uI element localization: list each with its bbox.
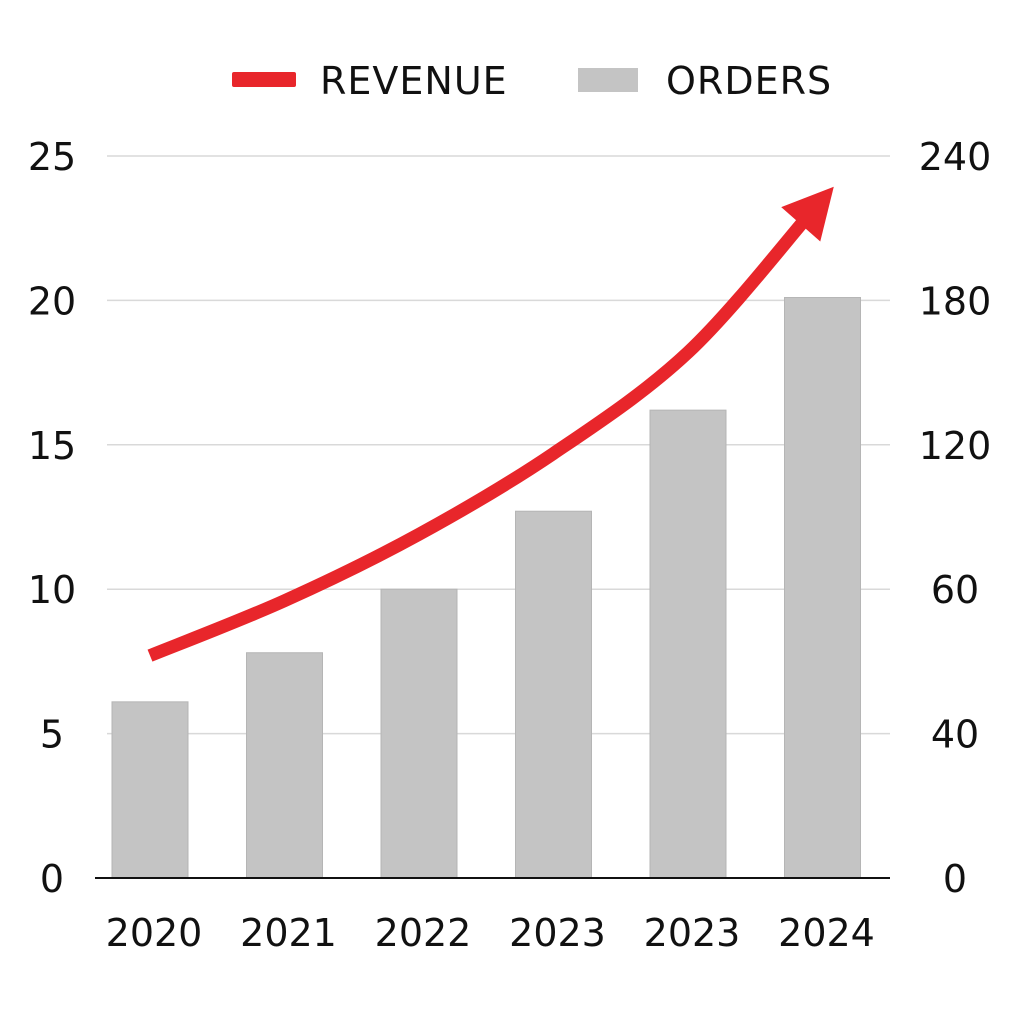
right-axis-tick-label: 60 bbox=[931, 568, 979, 612]
x-axis-tick-label: 2024 bbox=[778, 911, 875, 955]
x-axis-tick-label: 2021 bbox=[240, 911, 337, 955]
left-axis-tick-labels: 0 5 10 15 20 25 bbox=[28, 135, 76, 901]
left-axis-tick-label: 25 bbox=[28, 135, 76, 179]
right-axis-tick-label: 0 bbox=[943, 857, 967, 901]
right-axis-tick-label: 180 bbox=[919, 279, 992, 323]
legend-label-orders: ORDERS bbox=[666, 59, 832, 103]
left-axis-tick-label: 20 bbox=[28, 279, 76, 323]
legend-swatch-revenue bbox=[232, 72, 296, 87]
left-axis-tick-label: 0 bbox=[40, 857, 64, 901]
revenue-arrowhead bbox=[781, 186, 834, 242]
revenue-line-path bbox=[147, 209, 815, 662]
left-axis-tick-label: 15 bbox=[28, 424, 76, 468]
gridlines bbox=[107, 155, 890, 735]
x-axis-tick-labels: 2020 2021 2022 2023 2023 2024 bbox=[106, 911, 875, 955]
legend-swatch-orders bbox=[578, 68, 638, 92]
left-axis-tick-label: 10 bbox=[28, 568, 76, 612]
bar-orders bbox=[246, 652, 323, 879]
bar-orders bbox=[515, 510, 592, 879]
bar-orders bbox=[784, 297, 861, 879]
legend: REVENUE ORDERS bbox=[232, 59, 832, 103]
bar-orders bbox=[380, 588, 458, 879]
bar-orders bbox=[111, 701, 189, 879]
revenue-line bbox=[147, 186, 834, 662]
x-axis-tick-label: 2020 bbox=[106, 911, 203, 955]
right-axis-tick-label: 40 bbox=[931, 713, 979, 757]
right-axis-tick-labels: 0 40 60 120 180 240 bbox=[919, 135, 992, 901]
bars bbox=[111, 297, 861, 879]
right-axis-tick-label: 240 bbox=[919, 135, 992, 179]
bar-orders bbox=[649, 409, 727, 879]
left-axis-tick-label: 5 bbox=[40, 713, 64, 757]
legend-label-revenue: REVENUE bbox=[320, 59, 508, 103]
x-axis-tick-label: 2022 bbox=[375, 911, 472, 955]
x-axis-tick-label: 2023 bbox=[509, 911, 606, 955]
right-axis-tick-label: 120 bbox=[919, 424, 992, 468]
x-axis-tick-label: 2023 bbox=[644, 911, 741, 955]
